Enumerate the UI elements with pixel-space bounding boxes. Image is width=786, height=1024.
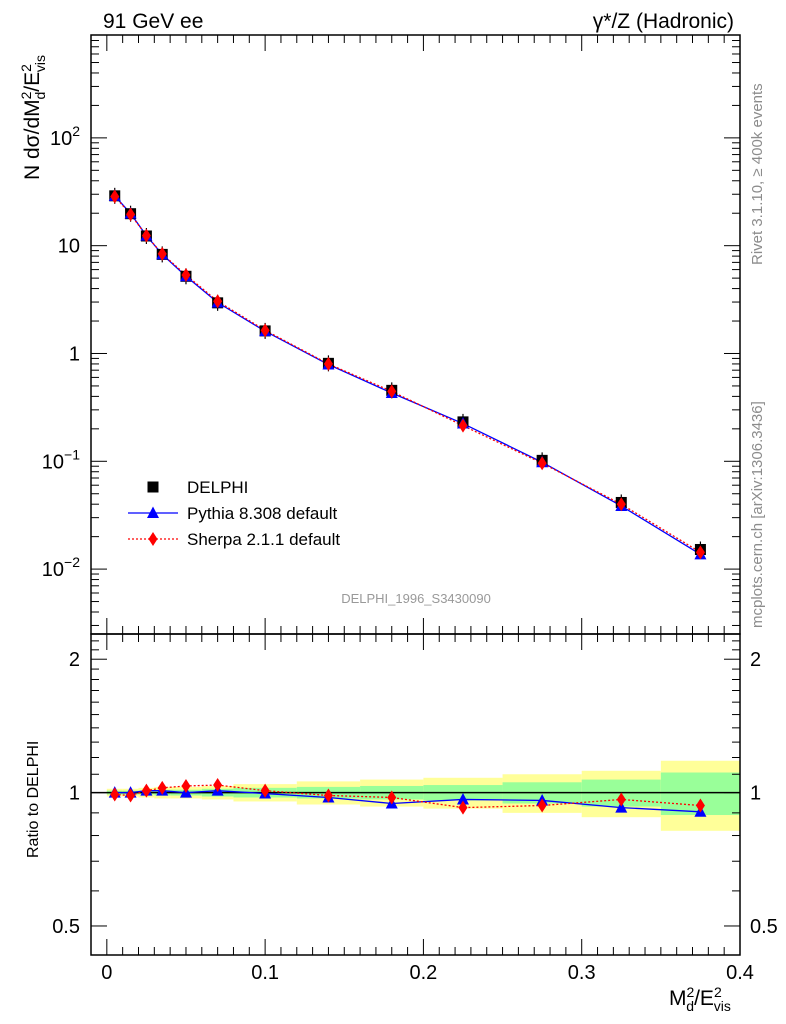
sherpa-point (157, 246, 167, 261)
energy-label: 91 GeV ee (103, 10, 203, 33)
legend-label: Sherpa 2.1.1 default (187, 530, 340, 549)
x-tick-label: 0.1 (251, 962, 279, 984)
y-tick-label: 1 (69, 343, 80, 365)
y-tick-label: 10 (58, 236, 80, 258)
sherpa-point (387, 384, 397, 399)
sherpa-ratio-point (110, 787, 120, 802)
sherpa-ratio-point (213, 778, 223, 793)
sherpa-ratio-point (141, 783, 151, 798)
legend-label: DELPHI (187, 478, 248, 497)
sherpa-ratio-point (260, 783, 270, 798)
sherpa-ratio-point (458, 800, 468, 815)
legend-label: Pythia 8.308 default (187, 504, 338, 523)
sherpa-point (537, 456, 547, 471)
x-axis-label: M2 d/E2 vis (669, 984, 731, 1014)
y-tick-label: 10−1 (42, 446, 80, 473)
sherpa-ratio-point (695, 798, 705, 813)
legend-marker-pythia (147, 506, 159, 518)
y-tick-label: 10−2 (42, 554, 80, 581)
process-label: γ*/Z (Hadronic) (593, 10, 734, 33)
legend: DELPHI Pythia 8.308 default Sherpa 2.1.1 d… (128, 478, 340, 549)
ratio-y-tick-label: 1 (69, 783, 80, 805)
sherpa-ratio-point (387, 790, 397, 805)
ratio-frame (90, 633, 741, 956)
ratio-y-tick-label-right: 0.5 (750, 916, 778, 938)
sherpa-line (114, 196, 701, 553)
y-tick-label: 102 (50, 123, 80, 150)
sherpa-point (141, 228, 151, 243)
sherpa-point (181, 267, 191, 282)
mcplots-label: mcplots.cern.ch [arXiv:1306.3436] (749, 401, 766, 628)
legend-marker-delphi (147, 481, 159, 493)
rivet-label: Rivet 3.1.10, ≥ 400k events (749, 83, 766, 265)
sherpa-ratio-point (126, 788, 136, 803)
x-tick-label: 0 (101, 962, 112, 984)
x-tick-label: 0.2 (410, 962, 438, 984)
main-y-axis-label: N dσ/dM2d/E2vis (18, 55, 48, 180)
sherpa-point (110, 189, 120, 204)
ratio-y-tick-label: 0.5 (52, 916, 80, 938)
ratio-y-tick-label: 2 (69, 649, 80, 671)
sherpa-point (458, 418, 468, 433)
pythia-line (114, 195, 701, 555)
svg-text:N dσ/dM2d/E2vis: N dσ/dM2d/E2vis (18, 55, 48, 180)
pythia-ratio-point (615, 801, 628, 813)
sherpa-point (260, 323, 270, 338)
pythia-ratio-point (456, 792, 469, 805)
svg-text:M2d/E2vis: M2 d/E2 vis (669, 984, 731, 1014)
x-tick-label: 0.3 (568, 962, 596, 984)
sherpa-point (616, 497, 626, 512)
analysis-watermark: DELPHI_1996_S3430090 (341, 591, 491, 606)
sherpa-point (695, 545, 705, 560)
x-tick-label: 0.4 (726, 962, 754, 984)
sherpa-ratio-point (537, 798, 547, 813)
sherpa-ratio-point (616, 792, 626, 807)
main-panel: 10−2 10−1 1 10 102 (42, 34, 741, 635)
sherpa-ratio-point (181, 778, 191, 793)
ratio-y-axis-label: Ratio to DELPHI (25, 741, 42, 858)
sherpa-point (323, 356, 333, 371)
sherpa-point (213, 294, 223, 309)
legend-marker-sherpa (148, 532, 158, 546)
ratio-y-tick-label-right: 1 (750, 783, 761, 805)
sherpa-ratio-point (323, 788, 333, 803)
sherpa-ratio-point (157, 780, 167, 795)
sherpa-point (126, 207, 136, 222)
ratio-y-tick-label-right: 2 (750, 649, 761, 671)
ratio-panel: 0 0.1 0.2 0.3 0.4 0.5 0.5 1 1 2 2 (52, 633, 778, 984)
